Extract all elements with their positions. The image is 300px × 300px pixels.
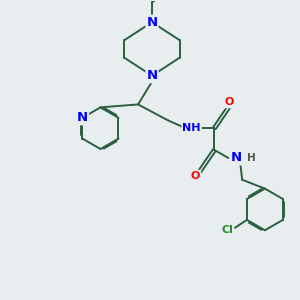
Text: N: N — [231, 152, 242, 164]
Text: O: O — [225, 98, 234, 107]
Text: NH: NH — [182, 123, 201, 133]
Text: O: O — [191, 171, 200, 181]
Text: N: N — [146, 69, 158, 82]
Text: H: H — [247, 153, 255, 163]
Text: N: N — [146, 16, 158, 29]
Text: Cl: Cl — [221, 225, 233, 235]
Text: N: N — [77, 111, 88, 124]
